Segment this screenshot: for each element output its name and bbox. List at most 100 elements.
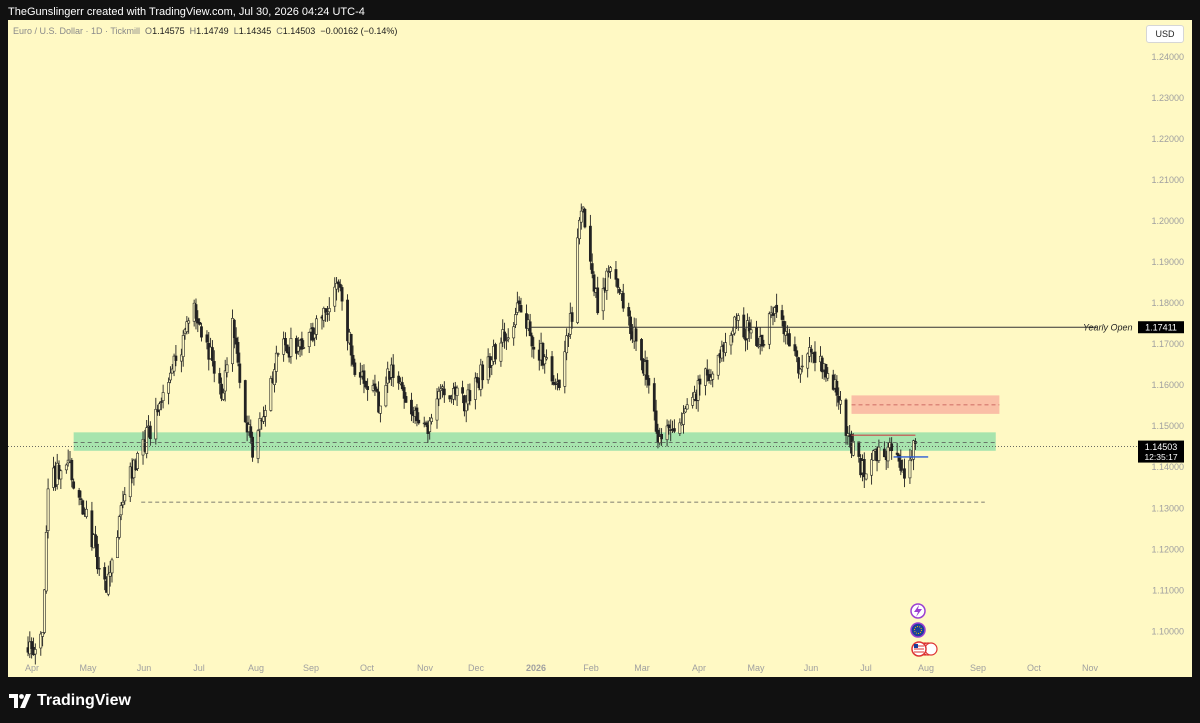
- candle-body: [557, 379, 561, 388]
- chart-area[interactable]: Yearly Open 1.24000 1.23000 1.22000 1.21000 1…: [8, 20, 1192, 677]
- candle-body: [220, 383, 223, 399]
- candle-body: [400, 382, 404, 390]
- attribution-text: TheGunslingerr created with TradingView.…: [8, 6, 365, 18]
- candle-body: [530, 335, 534, 347]
- candle-body: [609, 267, 612, 272]
- candle-body: [81, 500, 85, 515]
- candle-body: [844, 399, 848, 436]
- candle-body: [95, 543, 99, 570]
- candle-body: [554, 383, 558, 385]
- candle-body: [683, 408, 687, 413]
- candle-body: [541, 342, 545, 366]
- candle-body: [375, 388, 379, 392]
- candle-body: [846, 433, 850, 437]
- candle-body: [620, 290, 623, 294]
- candle-body: [835, 380, 839, 396]
- symbol-legend: Euro / U.S. Dollar · 1D · Tickmill O1.14…: [13, 26, 397, 36]
- candle-body: [908, 459, 912, 479]
- candle-body: [627, 307, 631, 317]
- candle-body: [326, 313, 329, 315]
- candle-body: [404, 396, 408, 403]
- candle-body: [809, 348, 813, 353]
- candle-body: [269, 378, 273, 411]
- countdown-text: 12:35:17: [1144, 452, 1177, 462]
- time-tick-label: 2026: [526, 663, 546, 673]
- price-chart[interactable]: Yearly Open 1.24000 1.23000 1.22000 1.21000 1…: [8, 20, 1192, 677]
- candle-body: [435, 398, 439, 421]
- yearly-open-label: Yearly Open: [1083, 323, 1133, 333]
- candle-body: [116, 537, 119, 558]
- time-tick-label: Jun: [137, 663, 152, 673]
- candle-body: [543, 356, 547, 365]
- candle-body: [194, 304, 198, 319]
- candle-body: [616, 278, 620, 288]
- us-flag-canton: [914, 644, 918, 648]
- yearly-open-price-text: 1.17411: [1145, 323, 1177, 333]
- candle-body: [742, 314, 746, 338]
- candle-body: [161, 392, 165, 402]
- candle-body: [379, 405, 382, 414]
- candle-body: [629, 316, 632, 334]
- time-tick-label: Oct: [360, 663, 375, 673]
- candle-body: [475, 376, 479, 383]
- time-tick-label: Apr: [25, 663, 39, 673]
- candle-body: [660, 434, 664, 440]
- candle-body: [570, 312, 574, 322]
- candle-body: [251, 436, 254, 458]
- candle-body: [313, 333, 317, 339]
- candle-body: [499, 342, 503, 362]
- candle-body: [545, 357, 548, 360]
- candle-body: [340, 287, 344, 302]
- candle-body: [592, 274, 596, 292]
- time-tick-label: Nov: [417, 663, 434, 673]
- candle-body: [362, 370, 366, 384]
- candle-body: [430, 417, 433, 422]
- candle-body: [167, 382, 170, 394]
- candle-body: [899, 459, 903, 471]
- close-key: C: [276, 26, 283, 36]
- price-tick-label: 1.20000: [1151, 216, 1184, 226]
- candle-body: [300, 338, 304, 350]
- price-tick-label: 1.23000: [1151, 93, 1184, 103]
- candle-body: [169, 372, 172, 381]
- currency-button[interactable]: USD: [1146, 25, 1184, 43]
- flash-bolt-icon: [914, 605, 922, 617]
- price-tick-label: 1.15000: [1151, 421, 1184, 431]
- candle-body: [678, 422, 682, 434]
- candle-body: [337, 281, 340, 285]
- candle-body: [148, 425, 152, 440]
- candle-body: [103, 567, 107, 580]
- candle-body: [579, 210, 583, 223]
- candle-body: [528, 321, 532, 336]
- candle-body: [760, 334, 764, 347]
- candle-body: [667, 424, 671, 429]
- candle-body: [716, 354, 720, 376]
- candle-body: [391, 364, 395, 378]
- candle-body: [665, 425, 669, 441]
- tradingview-logo-icon: [9, 694, 31, 708]
- candle-body: [158, 403, 161, 411]
- candle-body: [236, 341, 240, 363]
- candle-body: [397, 375, 401, 384]
- symbol-name: Euro / U.S. Dollar · 1D · Tickmill: [13, 26, 141, 36]
- candle-body: [70, 459, 74, 481]
- candle-body: [652, 383, 656, 412]
- candle-body: [30, 641, 34, 650]
- candle-body: [439, 388, 443, 391]
- candle-body: [473, 377, 477, 400]
- candle-body: [567, 335, 570, 337]
- candle-body: [756, 345, 760, 348]
- candle-body: [97, 568, 101, 570]
- candle-body: [225, 364, 229, 373]
- candle-body: [864, 473, 868, 480]
- candle-body: [824, 364, 828, 378]
- candle-body: [106, 573, 110, 595]
- candle-body: [565, 335, 569, 354]
- time-tick-label: Aug: [918, 663, 934, 673]
- candle-body: [117, 516, 121, 538]
- candle-body: [282, 338, 286, 355]
- candle-body: [857, 441, 861, 457]
- candle-body: [33, 649, 37, 655]
- candle-body: [788, 333, 791, 347]
- candle-body: [231, 318, 234, 365]
